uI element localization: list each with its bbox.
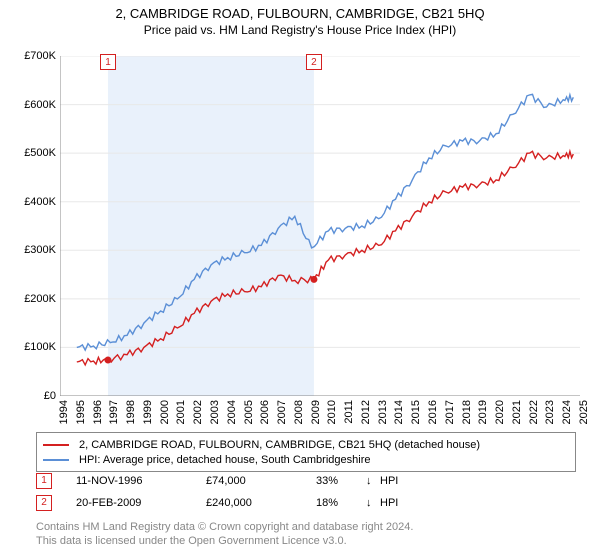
x-axis-tick-label: 2008	[293, 400, 305, 424]
legend-label: HPI: Average price, detached house, Sout…	[79, 454, 370, 466]
chart-title: 2, CAMBRIDGE ROAD, FULBOURN, CAMBRIDGE, …	[0, 6, 600, 21]
x-axis-tick-label: 2012	[360, 400, 372, 424]
x-axis-tick-label: 2019	[477, 400, 489, 424]
x-axis-tick-label: 2022	[528, 400, 540, 424]
x-axis-tick-label: 2015	[410, 400, 422, 424]
y-axis-tick-label: £300K	[24, 244, 60, 256]
x-axis-tick-label: 2004	[226, 400, 238, 424]
y-axis-tick-label: £200K	[24, 293, 60, 305]
transaction-marker: 1	[100, 54, 116, 70]
transaction-date: 20-FEB-2009	[76, 497, 206, 509]
x-axis-tick-label: 2017	[444, 400, 456, 424]
x-axis-tick-label: 1994	[58, 400, 70, 424]
chart-legend: 2, CAMBRIDGE ROAD, FULBOURN, CAMBRIDGE, …	[36, 432, 576, 472]
legend-swatch	[43, 459, 69, 461]
x-axis-tick-label: 2013	[377, 400, 389, 424]
y-axis-tick-label: £500K	[24, 147, 60, 159]
x-axis-tick-label: 2025	[578, 400, 590, 424]
transaction-row: 2 20-FEB-2009£240,00018%↓HPI	[36, 492, 576, 514]
transaction-marker-cell: 2	[36, 495, 52, 511]
x-axis-tick-label: 1996	[92, 400, 104, 424]
transaction-price: £74,000	[206, 475, 316, 487]
transaction-date: 11-NOV-1996	[76, 475, 206, 487]
x-axis-tick-label: 2016	[427, 400, 439, 424]
x-axis-tick-label: 2009	[310, 400, 322, 424]
x-axis-tick-label: 2002	[192, 400, 204, 424]
x-axis-tick-label: 2010	[326, 400, 338, 424]
chart-plot-area: £0£100K£200K£300K£400K£500K£600K£700K199…	[60, 56, 580, 396]
x-axis-tick-label: 2018	[461, 400, 473, 424]
x-axis-tick-label: 1997	[108, 400, 120, 424]
x-axis-tick-label: 2014	[393, 400, 405, 424]
arrow-down-icon: ↓	[366, 497, 380, 509]
footnote-line: This data is licensed under the Open Gov…	[36, 534, 413, 548]
arrow-down-icon: ↓	[366, 475, 380, 487]
x-axis-tick-label: 2001	[175, 400, 187, 424]
x-axis-tick-label: 2011	[343, 400, 355, 424]
x-axis-tick-label: 2023	[544, 400, 556, 424]
x-axis-tick-label: 1995	[75, 400, 87, 424]
legend-item: HPI: Average price, detached house, Sout…	[43, 452, 569, 467]
transaction-table: 1 11-NOV-1996£74,00033%↓HPI 2 20-FEB-2009£2…	[36, 470, 576, 514]
transaction-delta: 18%	[316, 497, 366, 509]
x-axis-tick-label: 2003	[209, 400, 221, 424]
footnote-line: Contains HM Land Registry data © Crown c…	[36, 520, 413, 534]
transaction-marker: 2	[306, 54, 322, 70]
legend-label: 2, CAMBRIDGE ROAD, FULBOURN, CAMBRIDGE, …	[79, 439, 480, 451]
legend-item: 2, CAMBRIDGE ROAD, FULBOURN, CAMBRIDGE, …	[43, 437, 569, 452]
y-axis-tick-label: £600K	[24, 99, 60, 111]
transaction-hpi-label: HPI	[380, 497, 398, 509]
transaction-price: £240,000	[206, 497, 316, 509]
chart-svg	[60, 56, 580, 396]
x-axis-tick-label: 1998	[125, 400, 137, 424]
x-axis-tick-label: 1999	[142, 400, 154, 424]
transaction-delta: 33%	[316, 475, 366, 487]
chart-container: 2, CAMBRIDGE ROAD, FULBOURN, CAMBRIDGE, …	[0, 6, 600, 560]
y-axis-tick-label: £700K	[24, 50, 60, 62]
y-axis-tick-label: £400K	[24, 196, 60, 208]
y-axis-tick-label: £100K	[24, 341, 60, 353]
x-axis-tick-label: 2020	[494, 400, 506, 424]
chart-subtitle: Price paid vs. HM Land Registry's House …	[0, 23, 600, 37]
x-axis-tick-label: 2021	[511, 400, 523, 424]
transaction-hpi-label: HPI	[380, 475, 398, 487]
transaction-row: 1 11-NOV-1996£74,00033%↓HPI	[36, 470, 576, 492]
x-axis-tick-label: 2005	[243, 400, 255, 424]
x-axis-tick-label: 2024	[561, 400, 573, 424]
chart-footnote: Contains HM Land Registry data © Crown c…	[36, 520, 413, 548]
legend-swatch	[43, 444, 69, 446]
x-axis-tick-label: 2007	[276, 400, 288, 424]
x-axis-tick-label: 2006	[259, 400, 271, 424]
x-axis-tick-label: 2000	[159, 400, 171, 424]
transaction-marker-cell: 1	[36, 473, 52, 489]
